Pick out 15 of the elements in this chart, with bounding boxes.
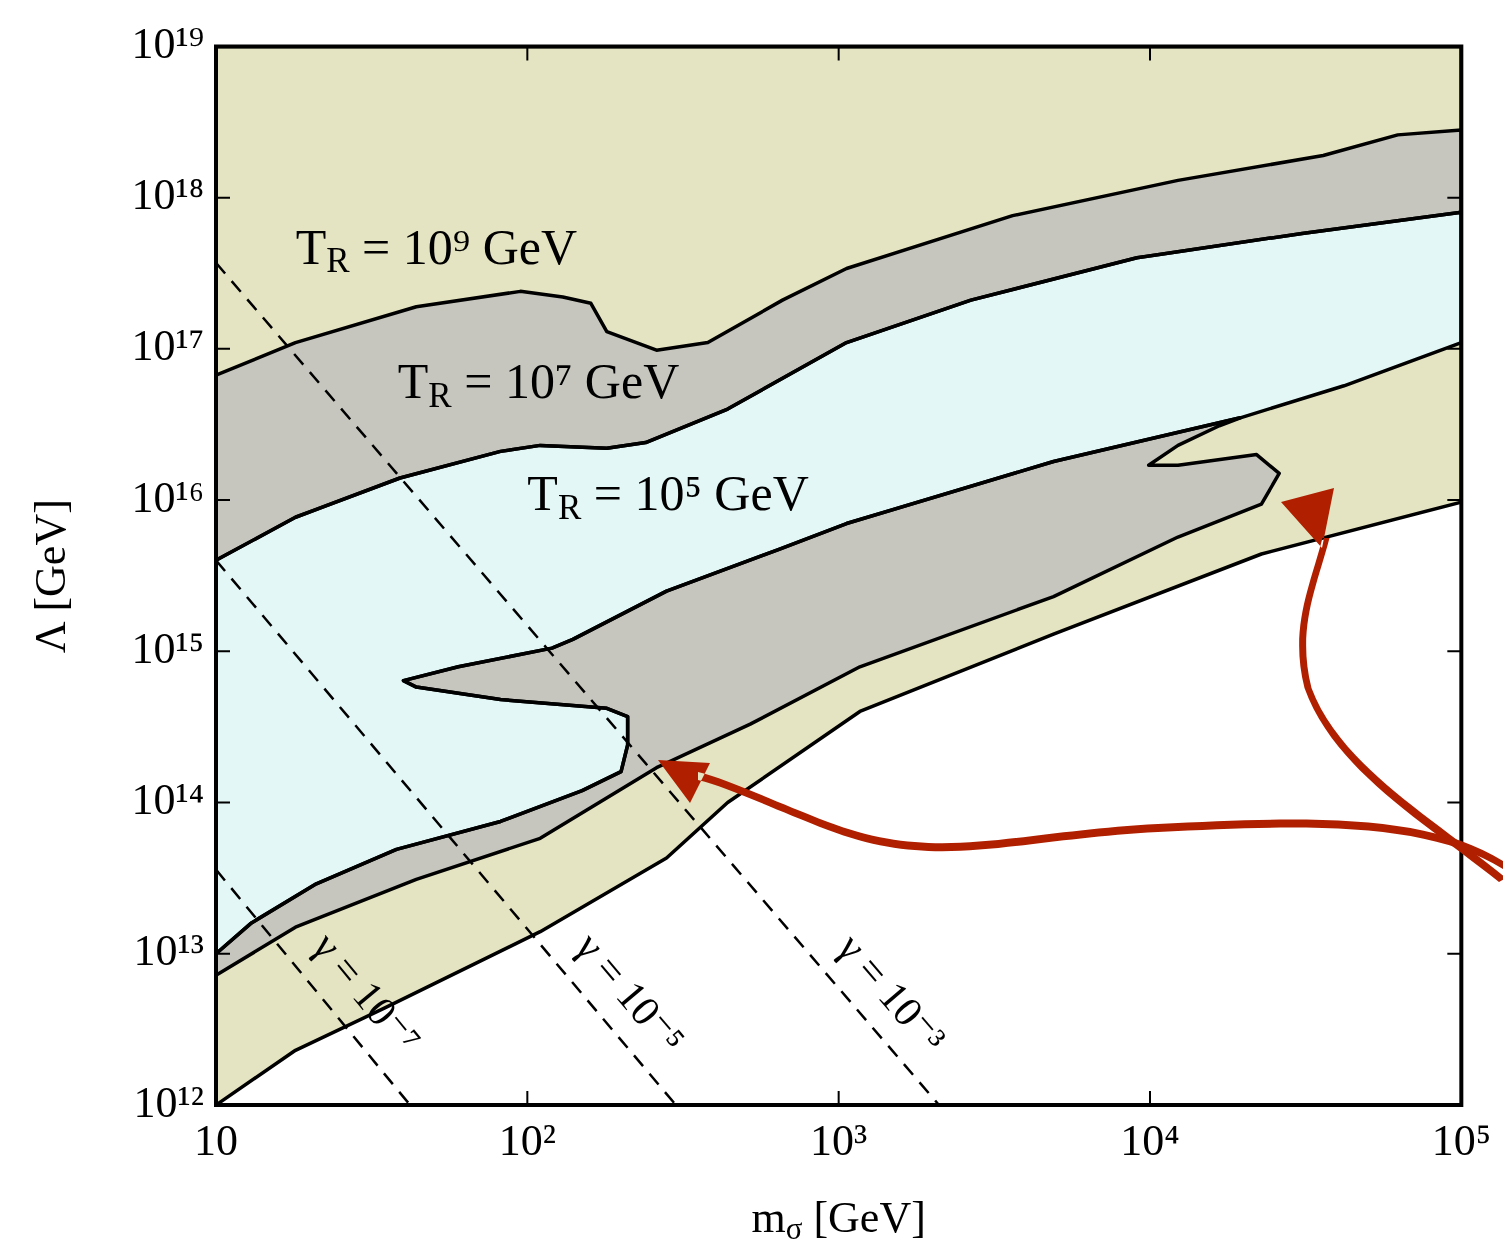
x-tick-label: 10²	[498, 1115, 556, 1165]
y-tick-label: 10¹⁸	[131, 170, 204, 220]
y-tick-label: 10¹⁷	[131, 321, 204, 371]
y-tick-label: 10¹⁶	[131, 472, 204, 522]
y-tick-label: 10¹³	[133, 926, 204, 976]
y-tick-label: 10¹⁵	[131, 623, 204, 673]
x-tick-label: 10³	[810, 1115, 868, 1165]
x-tick-label: 10⁵	[1431, 1115, 1491, 1165]
text: γ = 10⁻⁷	[303, 922, 430, 1063]
x-tick-label: 10⁴	[1120, 1115, 1180, 1165]
y-tick-label: 10¹⁴	[131, 775, 204, 825]
text: γ = 10⁻⁵	[566, 923, 694, 1063]
text: γ = 10⁻³	[828, 924, 955, 1062]
y-axis-title: Λ [GeV]	[25, 499, 75, 654]
y-tick-label: 10¹⁹	[131, 18, 204, 68]
